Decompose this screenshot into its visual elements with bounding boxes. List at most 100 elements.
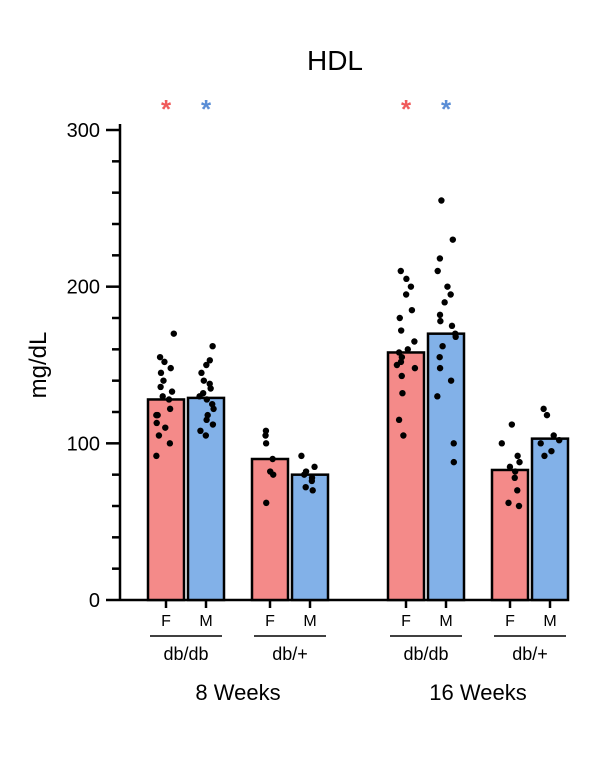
data-point (411, 338, 417, 344)
chart-title: HDL (307, 45, 363, 76)
data-point (204, 412, 210, 418)
data-point (400, 432, 406, 438)
data-point (514, 453, 520, 459)
data-point (412, 365, 418, 371)
sex-label: F (401, 613, 411, 630)
data-point (197, 428, 203, 434)
data-point (153, 453, 159, 459)
data-point (204, 396, 210, 402)
data-point (263, 440, 269, 446)
sex-label: F (265, 613, 275, 630)
data-point (448, 377, 454, 383)
data-point (449, 323, 455, 329)
data-point (447, 291, 453, 297)
sex-label: M (439, 613, 452, 630)
significance-star: * (201, 94, 212, 124)
data-point (311, 464, 317, 470)
data-point (540, 406, 546, 412)
data-point (160, 393, 166, 399)
y-axis-label: mg/dL (25, 332, 52, 399)
data-point (441, 299, 447, 305)
bar (252, 459, 288, 600)
bar (532, 439, 568, 600)
data-point (209, 401, 215, 407)
data-point (403, 276, 409, 282)
data-point (551, 432, 557, 438)
data-point (556, 437, 562, 443)
data-point (200, 390, 206, 396)
data-point (303, 484, 309, 490)
data-point (541, 453, 547, 459)
significance-star: * (161, 94, 172, 124)
data-point (203, 432, 209, 438)
data-point (267, 468, 273, 474)
data-point (157, 384, 163, 390)
data-point (451, 459, 457, 465)
sex-label: M (303, 613, 316, 630)
data-point (438, 197, 444, 203)
data-point (153, 412, 159, 418)
data-point (168, 365, 174, 371)
data-point (437, 312, 443, 318)
data-point (303, 468, 309, 474)
time-label: 16 Weeks (429, 680, 526, 705)
data-point (437, 365, 443, 371)
sex-label: M (543, 613, 556, 630)
bar (428, 334, 464, 600)
data-point (435, 268, 441, 274)
data-point (452, 330, 458, 336)
data-point (396, 417, 402, 423)
bar (188, 398, 224, 600)
data-point (157, 354, 163, 360)
data-point (544, 412, 550, 418)
genotype-label: db/+ (512, 644, 548, 664)
genotype-label: db/+ (272, 644, 308, 664)
data-point (162, 424, 168, 430)
data-point (207, 381, 213, 387)
data-point (396, 349, 402, 355)
y-tick-label: 100 (67, 433, 100, 455)
time-label: 8 Weeks (195, 680, 280, 705)
data-point (209, 343, 215, 349)
data-point (437, 255, 443, 261)
data-point (516, 503, 522, 509)
data-point (156, 432, 162, 438)
data-point (399, 390, 405, 396)
data-point (171, 330, 177, 336)
data-point (450, 236, 456, 242)
bar (292, 475, 328, 600)
bar (388, 352, 424, 600)
data-point (166, 396, 172, 402)
data-point (263, 428, 269, 434)
bar (492, 470, 528, 600)
data-point (439, 343, 445, 349)
data-point (514, 487, 520, 493)
data-point (398, 327, 404, 333)
genotype-label: db/db (163, 644, 208, 664)
sex-label: F (161, 613, 171, 630)
data-point (309, 475, 315, 481)
y-tick-label: 200 (67, 277, 100, 299)
data-point (201, 377, 207, 383)
data-point (516, 459, 522, 465)
data-point (512, 475, 518, 481)
sex-label: F (505, 613, 515, 630)
data-point (538, 440, 544, 446)
data-point (408, 283, 414, 289)
data-point (210, 421, 216, 427)
hdl-chart: HDL mg/dL 0100200300 **** FMFMFMFMdb/dbd… (0, 0, 600, 762)
bars (148, 334, 568, 600)
data-point (158, 370, 164, 376)
data-point (434, 393, 440, 399)
data-point (437, 318, 443, 324)
data-point (167, 406, 173, 412)
data-point (444, 283, 450, 289)
data-point (548, 448, 554, 454)
data-point (269, 456, 275, 462)
data-point (507, 464, 513, 470)
data-point (160, 377, 166, 383)
data-point (409, 307, 415, 313)
data-point (405, 346, 411, 352)
data-point (310, 487, 316, 493)
data-point (398, 268, 404, 274)
